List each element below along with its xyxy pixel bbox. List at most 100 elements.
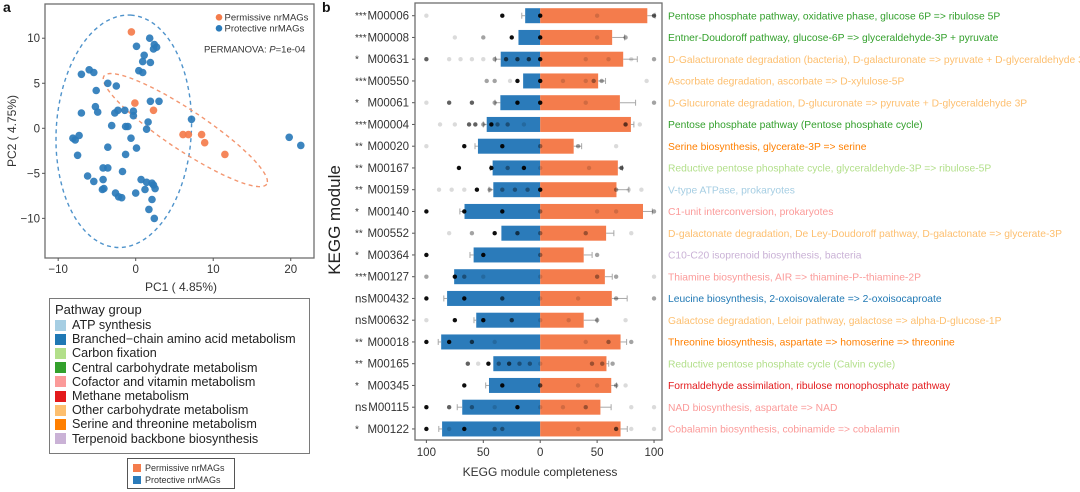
bar-protective	[462, 399, 541, 415]
mag-point-protective	[452, 274, 458, 279]
mag-point-permissive	[610, 361, 615, 366]
pca-point-permissive-nrmags	[179, 130, 187, 139]
bar-y-axis-title: KEGG module	[325, 165, 344, 275]
mag-point-protective	[538, 252, 543, 258]
mag-point-permissive	[651, 296, 657, 301]
bar-row-m00345: * M00345 Formaldehyde assimilation, ribulo…	[355, 377, 951, 393]
mag-point-protective	[538, 231, 543, 236]
mag-point-protective	[458, 57, 463, 62]
pca-y-tick-label: 5	[34, 78, 40, 90]
pca-point-protective-nrmags	[112, 82, 121, 90]
module-description: Pentose phosphate pathway (Pentose phosp…	[668, 120, 923, 131]
mag-point-protective	[538, 187, 543, 192]
legend-swatch	[55, 319, 66, 331]
confidence-ellipse-protective-nrmags	[55, 14, 193, 249]
pca-point-protective-nrmags	[149, 45, 158, 53]
pca-point-protective-nrmags	[146, 97, 155, 106]
bar-protective	[486, 116, 541, 132]
mag-point-protective	[505, 122, 510, 127]
pca-point-protective-nrmags	[141, 185, 149, 194]
mag-point-protective	[521, 165, 527, 171]
pca-point-protective-nrmags	[131, 189, 140, 197]
pca-point-permissive-nrmags	[197, 130, 206, 139]
mag-point-permissive	[651, 13, 657, 18]
legend-label: Carbon fixation	[72, 346, 157, 361]
group-legend-items: Permissive nrMAGs Protective nrMAGs	[133, 462, 234, 486]
pca-point-protective-nrmags	[138, 68, 147, 77]
mag-point-protective	[469, 405, 475, 410]
mag-point-protective	[469, 100, 475, 105]
bar-protective	[500, 95, 541, 111]
bar-frame	[414, 2, 663, 441]
pca-point-protective-nrmags	[129, 111, 138, 120]
bar-row-m00550: *** M00550 Ascorbate degradation, ascorbat…	[355, 73, 905, 89]
mag-point-protective	[500, 144, 505, 149]
significance-label: ns	[355, 293, 367, 305]
pca-point-protective-nrmags	[107, 121, 116, 130]
pca-x-tick-label: 0	[132, 264, 138, 276]
mag-point-protective	[538, 318, 543, 323]
mag-point-permissive	[594, 318, 600, 323]
significance-label: **	[355, 142, 363, 153]
pca-point-permissive-nrmags	[221, 150, 229, 159]
module-id-label: M00061	[367, 98, 409, 110]
bar-permissive	[540, 312, 584, 328]
bar-row-m00122: * M00122 Cobalamin biosynthesis, cobinamid…	[355, 421, 900, 437]
mag-point-protective	[492, 426, 497, 432]
pca-point-protective-nrmags	[73, 151, 82, 160]
mag-point-protective	[481, 35, 486, 40]
significance-label: ns	[355, 402, 367, 414]
significance-label: ***	[355, 11, 367, 22]
mag-point-protective	[527, 361, 533, 366]
mag-point-permissive	[613, 144, 619, 149]
pca-point-protective-nrmags	[124, 122, 132, 131]
mag-point-protective	[452, 318, 458, 323]
pca-point-protective-nrmags	[187, 115, 196, 124]
mag-point-permissive	[566, 318, 571, 323]
bar-x-tick-label: 100	[417, 447, 436, 459]
module-id-label: M00122	[367, 424, 409, 436]
bar-protective	[493, 356, 541, 372]
mag-point-permissive	[651, 405, 657, 410]
bar-protective	[447, 290, 541, 306]
pathway-legend-item-cofactor-and-vitamin-metabolism: Cofactor and vitamin metabolism	[55, 375, 309, 389]
module-description: C10-C20 isoprenoid biosynthesis, bacteri…	[668, 251, 862, 262]
legend-label: Methane metabolism	[72, 389, 189, 404]
mag-point-protective	[538, 57, 543, 62]
pca-point-permissive-nrmags	[149, 106, 158, 115]
mag-point-protective	[526, 57, 532, 62]
pathway-legend-item-other-carbohydrate-metabolism: Other carbohydrate metabolism	[55, 403, 309, 417]
mag-point-protective	[487, 187, 492, 192]
bar-permissive	[540, 225, 607, 241]
mag-point-protective	[446, 405, 452, 410]
module-id-label: M00127	[367, 272, 409, 284]
legend-swatch	[133, 476, 141, 484]
pathway-legend-item-central-carbohydrate-metabolism: Central carbohydrate metabolism	[55, 361, 309, 375]
mag-point-protective	[538, 209, 543, 214]
mag-point-permissive	[591, 78, 596, 84]
bar-row-m00127: *** M00127 Thiamine biosynthesis, AIR => t…	[355, 269, 921, 285]
mag-point-protective	[500, 187, 505, 192]
significance-label: ***	[355, 33, 367, 44]
module-id-label: M00167	[367, 163, 409, 175]
legend-label: Central carbohydrate metabolism	[72, 360, 258, 375]
mag-point-protective	[500, 426, 505, 432]
pca-y-tick-label: −5	[27, 168, 40, 180]
legend-label: Other carbohydrate metabolism	[72, 403, 249, 418]
mag-point-protective	[492, 57, 497, 62]
module-id-label: M00165	[367, 359, 409, 371]
mag-point-protective	[507, 78, 513, 84]
significance-label: **	[355, 185, 363, 196]
pca-point-protective-nrmags	[99, 175, 107, 184]
mag-point-permissive	[639, 187, 644, 192]
module-id-label: M00631	[367, 54, 409, 66]
legend-label: Serine and threonine metabolism	[72, 417, 257, 432]
mag-point-permissive	[637, 122, 643, 127]
mag-point-protective	[489, 165, 494, 171]
mag-point-protective	[469, 231, 475, 236]
pca-point-permissive-nrmags	[131, 99, 139, 107]
significance-label: **	[355, 359, 363, 370]
bar-protective	[492, 160, 541, 176]
pca-point-protective-nrmags	[150, 214, 159, 223]
mag-point-permissive	[629, 426, 634, 432]
